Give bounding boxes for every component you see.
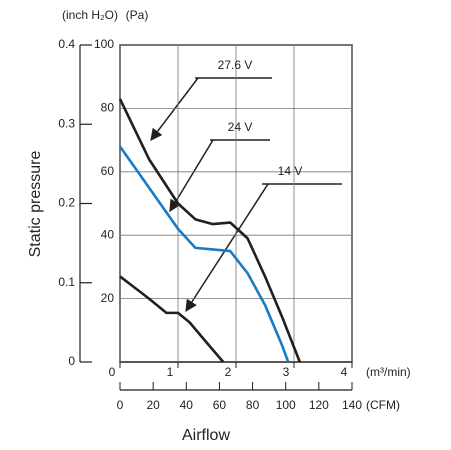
x2-tick-label: 40 xyxy=(180,398,194,412)
arrow xyxy=(169,139,214,213)
x2-tick-label: 20 xyxy=(146,398,160,412)
x2-tick-label: 120 xyxy=(309,398,329,412)
y2-tick-label: 0.4 xyxy=(58,37,75,51)
x2-axis-unit: (CFM) xyxy=(366,398,400,412)
curve-label: 24 V xyxy=(228,120,253,134)
x2-tick-label: 100 xyxy=(276,398,296,412)
y2-axis-unit: (inch H₂O) xyxy=(62,8,118,22)
y-tick-label: 40 xyxy=(101,227,115,241)
y-tick-label: 100 xyxy=(94,37,114,51)
x-tick-label: 1 xyxy=(167,365,174,379)
y-axis-unit: (Pa) xyxy=(126,8,149,22)
y2-tick-label: 0.3 xyxy=(58,116,75,130)
x-tick-label: 4 xyxy=(341,365,348,379)
curve-label: 14 V xyxy=(278,164,303,178)
curve xyxy=(118,145,290,363)
x-axis-title: Airflow xyxy=(182,427,230,444)
y-tick-label: 20 xyxy=(101,291,115,305)
x-axis-unit: (m³/min) xyxy=(366,365,411,379)
y2-tick-label: 0.2 xyxy=(58,196,75,210)
curve xyxy=(119,275,225,363)
x2-tick-label: 140 xyxy=(342,398,362,412)
x2-tick-label: 60 xyxy=(213,398,227,412)
x-tick-label: 3 xyxy=(283,365,290,379)
y-axis-title: Static pressure xyxy=(27,151,44,258)
curve-label: 27.6 V xyxy=(218,58,253,72)
y-tick-label: 80 xyxy=(101,101,115,115)
arrow xyxy=(150,77,199,141)
y2-tick-label: 0.1 xyxy=(58,275,75,289)
curve xyxy=(118,98,302,363)
x-tick-label: 0 xyxy=(109,365,116,379)
y-tick-label: 60 xyxy=(101,164,115,178)
x2-tick-label: 0 xyxy=(117,398,124,412)
arrow xyxy=(185,183,269,313)
x2-tick-label: 80 xyxy=(246,398,260,412)
y2-tick-label: 0 xyxy=(68,354,75,368)
x-tick-label: 2 xyxy=(225,365,232,379)
